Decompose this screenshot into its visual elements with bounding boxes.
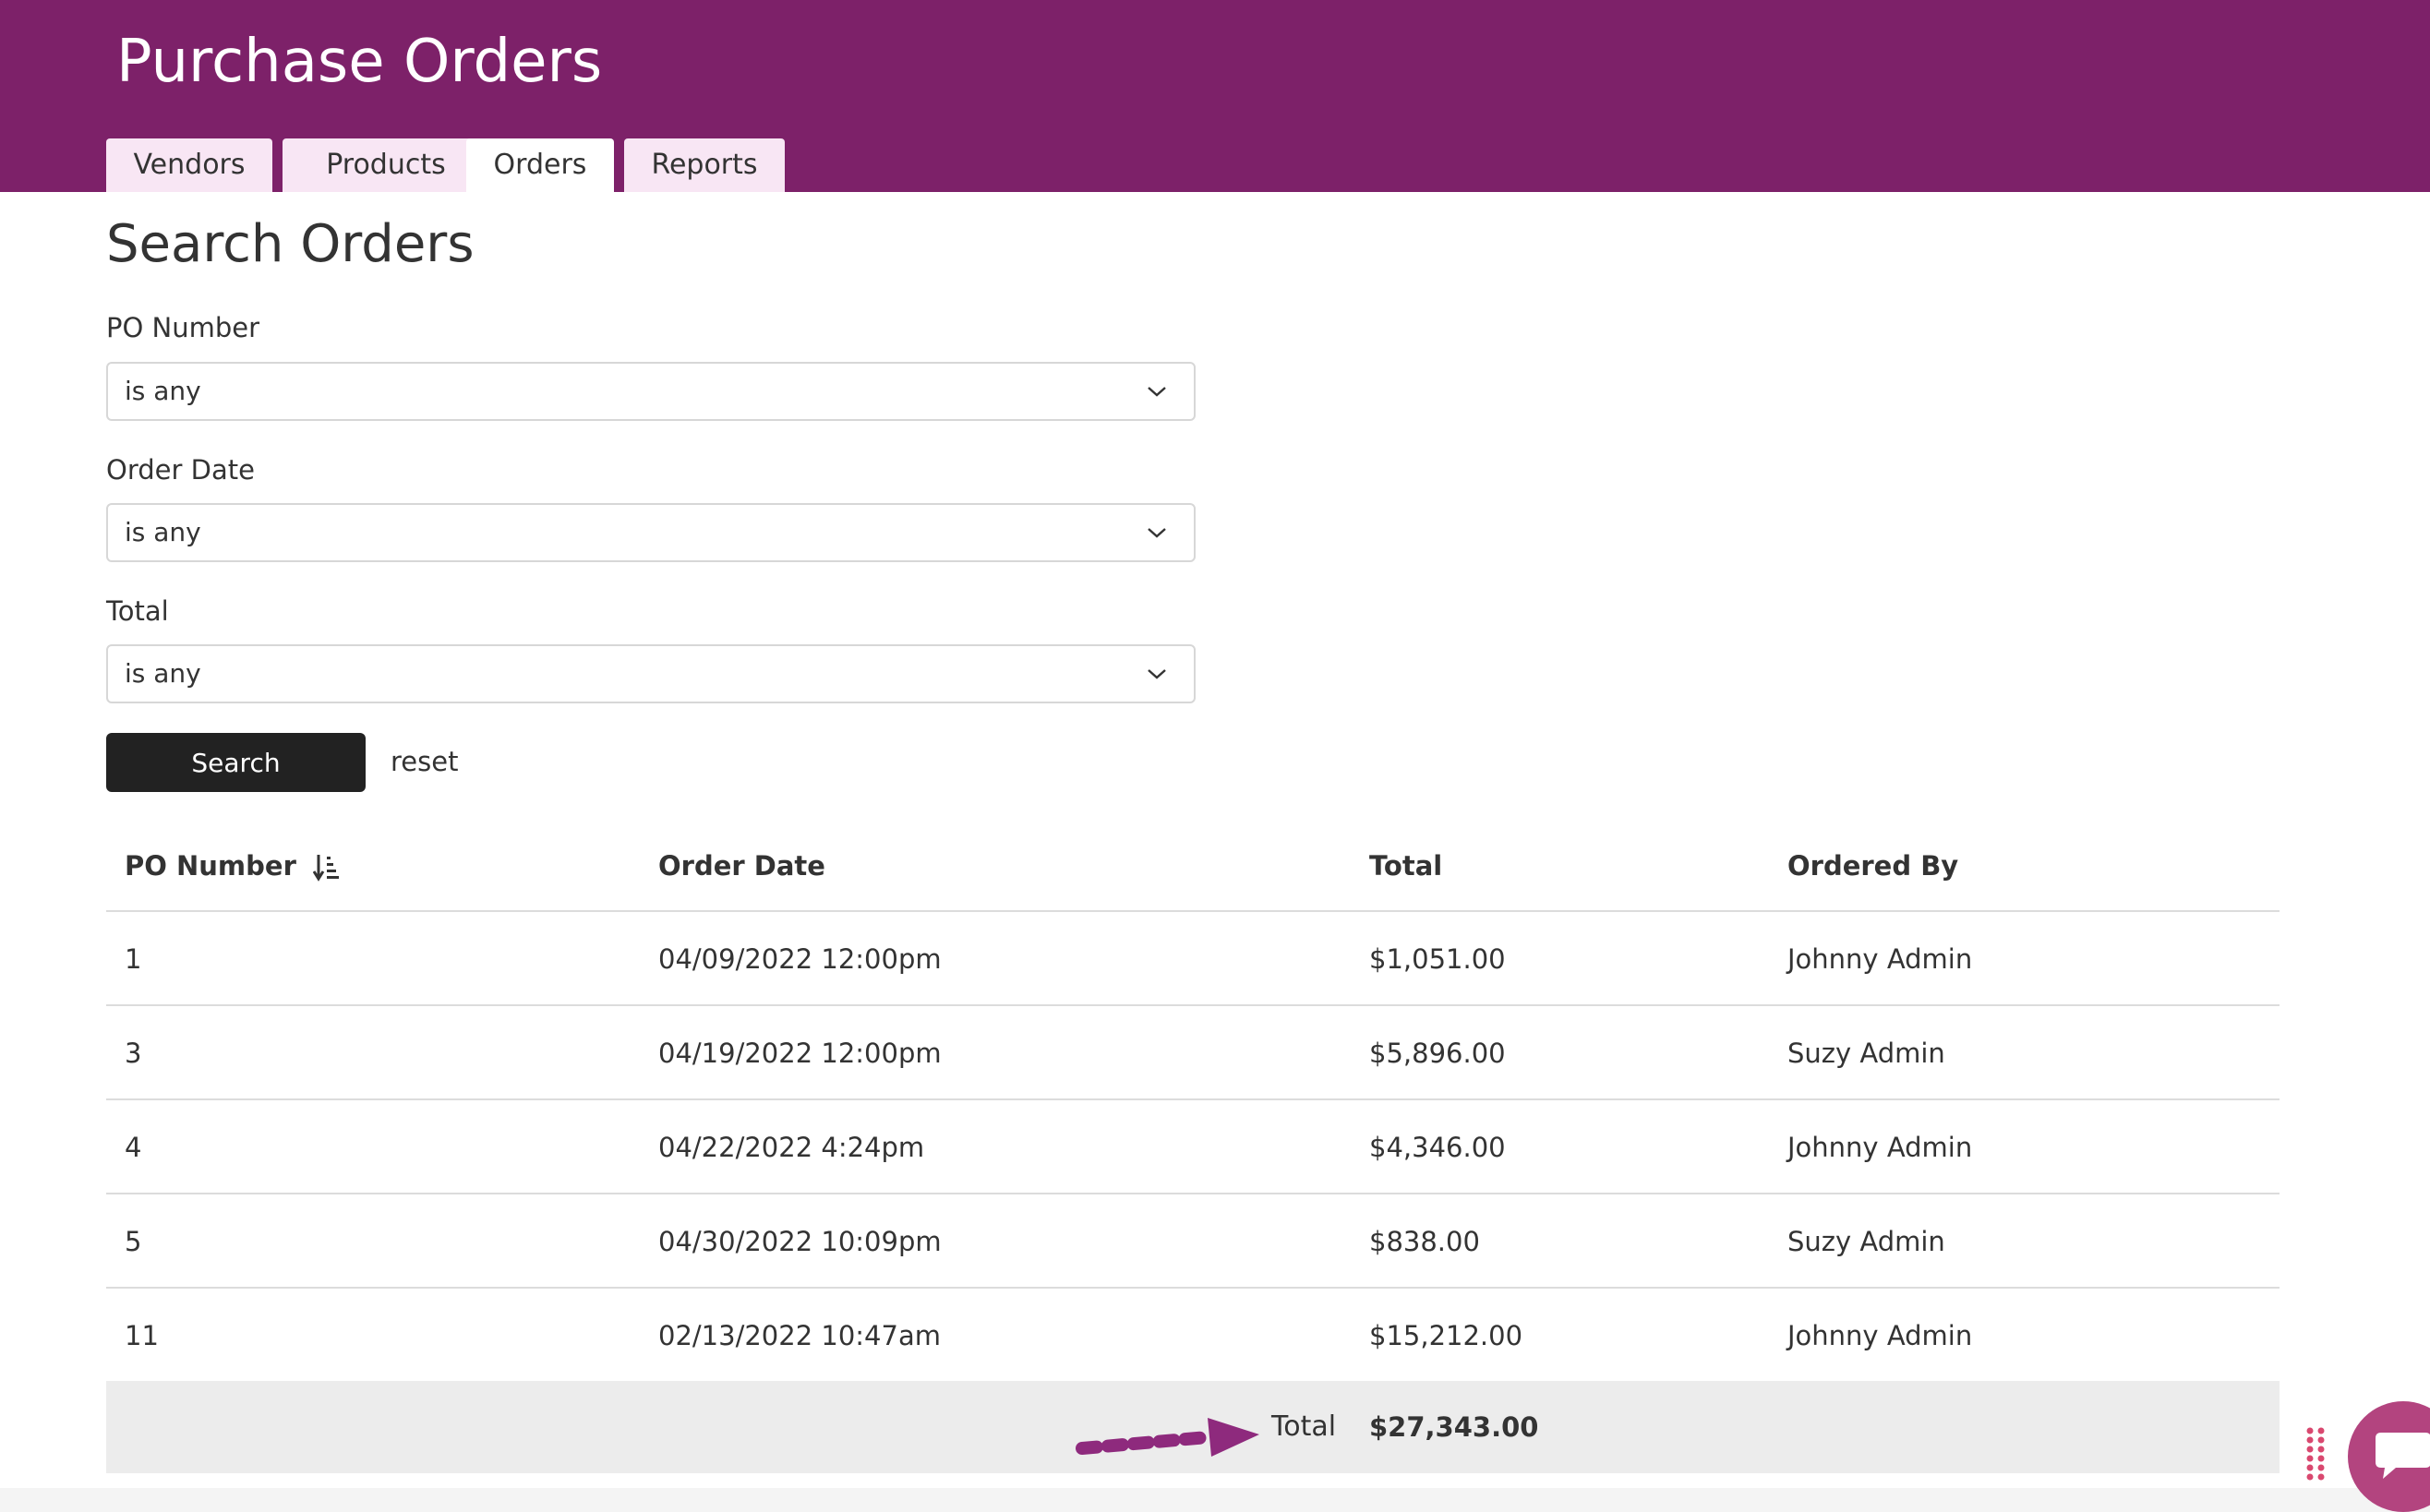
column-header-ordered-by[interactable]: Ordered By: [1787, 850, 1959, 882]
search-button[interactable]: Search: [106, 733, 366, 792]
order-date-select[interactable]: is any: [106, 503, 1196, 562]
total-cell: $1,051.00: [1369, 943, 1506, 975]
chevron-down-icon: [1148, 387, 1166, 397]
total-label: Total: [106, 595, 169, 627]
table-row[interactable]: 4 04/22/2022 4:24pm $4,346.00 Johnny Adm…: [106, 1100, 2280, 1194]
column-header-order-date[interactable]: Order Date: [658, 850, 825, 882]
ordered-by-cell: Johnny Admin: [1787, 943, 1973, 975]
column-header-total[interactable]: Total: [1369, 850, 1443, 882]
drag-dots-icon[interactable]: [2304, 1425, 2328, 1484]
chat-bubble-icon: [2376, 1433, 2430, 1479]
table-row[interactable]: 5 04/30/2022 10:09pm $838.00 Suzy Admin: [106, 1194, 2280, 1289]
reset-link[interactable]: reset: [391, 746, 459, 777]
order-date-label: Order Date: [106, 454, 255, 486]
total-cell: $838.00: [1369, 1226, 1480, 1257]
column-header-po-number-label: PO Number: [125, 850, 296, 882]
ordered-by-cell: Johnny Admin: [1787, 1132, 1973, 1163]
po-number-cell: 5: [125, 1226, 142, 1257]
page-bottom-strip: [0, 1488, 2430, 1512]
chat-button[interactable]: [2348, 1401, 2430, 1512]
tab-reports[interactable]: Reports: [624, 138, 785, 192]
total-cell: $4,346.00: [1369, 1132, 1506, 1163]
tab-orders[interactable]: Orders: [466, 138, 614, 192]
order-date-cell: 04/09/2022 12:00pm: [658, 943, 942, 975]
po-number-cell: 11: [125, 1320, 159, 1351]
tab-products[interactable]: Products: [283, 138, 489, 192]
footer-total-value: $27,343.00: [1369, 1411, 1539, 1443]
ordered-by-cell: Suzy Admin: [1787, 1038, 1945, 1069]
order-date-cell: 04/30/2022 10:09pm: [658, 1226, 942, 1257]
column-header-po-number[interactable]: PO Number: [125, 831, 341, 912]
table-row[interactable]: 3 04/19/2022 12:00pm $5,896.00 Suzy Admi…: [106, 1006, 2280, 1100]
table-header-divider: [106, 910, 2280, 912]
chevron-down-icon: [1148, 528, 1166, 538]
total-cell: $5,896.00: [1369, 1038, 1506, 1069]
ordered-by-cell: Johnny Admin: [1787, 1320, 1973, 1351]
sort-ascending-icon: [312, 855, 339, 882]
order-date-cell: 04/22/2022 4:24pm: [658, 1132, 925, 1163]
footer-total-label: Total: [1271, 1410, 1337, 1443]
table-row[interactable]: 1 04/09/2022 12:00pm $1,051.00 Johnny Ad…: [106, 912, 2280, 1006]
po-number-select-value: is any: [125, 376, 201, 406]
total-cell: $15,212.00: [1369, 1320, 1523, 1351]
total-select-value: is any: [125, 658, 201, 689]
po-number-cell: 1: [125, 943, 142, 975]
page-title: Search Orders: [106, 214, 475, 274]
table-footer: Total $27,343.00: [106, 1381, 2280, 1473]
po-number-label: PO Number: [106, 312, 260, 343]
app-header: Purchase Orders Vendors Products Orders …: [0, 0, 2430, 192]
order-date-select-value: is any: [125, 517, 201, 547]
chevron-down-icon: [1148, 669, 1166, 679]
ordered-by-cell: Suzy Admin: [1787, 1226, 1945, 1257]
order-date-cell: 04/19/2022 12:00pm: [658, 1038, 942, 1069]
po-number-cell: 3: [125, 1038, 142, 1069]
table-row[interactable]: 11 02/13/2022 10:47am $15,212.00 Johnny …: [106, 1289, 2280, 1383]
order-date-cell: 02/13/2022 10:47am: [658, 1320, 941, 1351]
dotted-arrow-icon: [1076, 1418, 1259, 1457]
tab-vendors[interactable]: Vendors: [106, 138, 272, 192]
total-select[interactable]: is any: [106, 644, 1196, 703]
po-number-select[interactable]: is any: [106, 362, 1196, 421]
po-number-cell: 4: [125, 1132, 142, 1163]
app-title: Purchase Orders: [116, 28, 603, 96]
